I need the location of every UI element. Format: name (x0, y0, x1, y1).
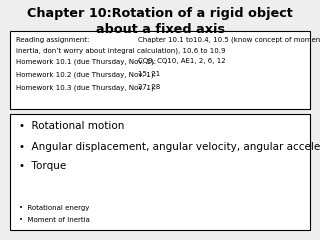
Text: Reading assignment:: Reading assignment: (16, 37, 89, 43)
Text: •  Rotational energy: • Rotational energy (19, 205, 90, 211)
Text: about a fixed axis: about a fixed axis (95, 23, 225, 36)
FancyBboxPatch shape (10, 114, 310, 230)
Text: Chapter 10.1 to10.4, 10.5 (know concept of moment of: Chapter 10.1 to10.4, 10.5 (know concept … (138, 37, 320, 43)
Text: Homework 10.2 (due Thursday, Nov. 1):: Homework 10.2 (due Thursday, Nov. 1): (16, 71, 156, 78)
Text: •  Torque: • Torque (19, 161, 67, 171)
Text: Homework 10.1 (due Thursday, Nov. 1):: Homework 10.1 (due Thursday, Nov. 1): (16, 58, 156, 65)
Text: •  Angular displacement, angular velocity, angular acceleration: • Angular displacement, angular velocity… (19, 142, 320, 152)
Text: 27, 28: 27, 28 (138, 84, 160, 90)
Text: Chapter 10:Rotation of a rigid object: Chapter 10:Rotation of a rigid object (27, 7, 293, 20)
Text: •  Rotational motion: • Rotational motion (19, 121, 124, 131)
FancyBboxPatch shape (10, 31, 310, 109)
Text: inertia, don’t worry about integral calculation), 10.6 to 10.9: inertia, don’t worry about integral calc… (16, 48, 226, 54)
Text: 15, 21: 15, 21 (138, 71, 160, 77)
Text: Homework 10.3 (due Thursday, Nov. 1):: Homework 10.3 (due Thursday, Nov. 1): (16, 84, 156, 91)
Text: •  Moment of Inertia: • Moment of Inertia (19, 217, 90, 223)
Text: CQ9, CQ10, AE1, 2, 6, 12: CQ9, CQ10, AE1, 2, 6, 12 (138, 58, 225, 64)
